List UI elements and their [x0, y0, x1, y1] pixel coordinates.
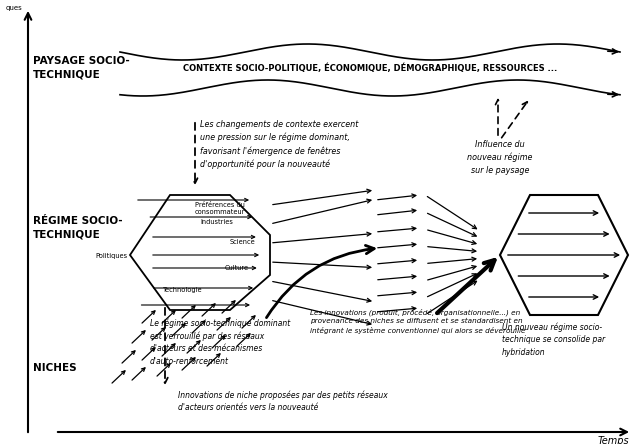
- Text: RÉGIME SOCIO-
TECHNIQUE: RÉGIME SOCIO- TECHNIQUE: [33, 216, 122, 240]
- Text: PAYSAGE SOCIO-
TECHNIQUE: PAYSAGE SOCIO- TECHNIQUE: [33, 56, 129, 79]
- Text: Préférences du
consommateur: Préférences du consommateur: [195, 202, 246, 215]
- Text: Les innovations (produit, procédé, organisationnelle...) en
provenance des niche: Les innovations (produit, procédé, organ…: [310, 308, 526, 334]
- Text: Innovations de niche proposées par des petits réseaux
d'acteurs orientés vers la: Innovations de niche proposées par des p…: [178, 390, 388, 412]
- Text: CONTEXTE SOCIO-POLITIQUE, ÉCONOMIQUE, DÉMOGRAPHIQUE, RESSOURCES ...: CONTEXTE SOCIO-POLITIQUE, ÉCONOMIQUE, DÉ…: [183, 63, 557, 73]
- Text: Temps: Temps: [597, 436, 629, 444]
- Text: Technologie: Technologie: [163, 287, 203, 293]
- Text: Influence du
nouveau régime
sur le paysage: Influence du nouveau régime sur le paysa…: [467, 140, 533, 175]
- Text: NICHES: NICHES: [33, 363, 77, 373]
- FancyArrowPatch shape: [267, 246, 374, 317]
- Text: Politiques: Politiques: [95, 253, 127, 259]
- Text: Les changements de contexte exercent
une pression sur le régime dominant,
favori: Les changements de contexte exercent une…: [200, 120, 358, 169]
- Text: ques: ques: [6, 5, 22, 11]
- Text: Culture: Culture: [225, 265, 249, 271]
- Text: Le régime socio-technique dominant
est verrouillé par des réseaux
d'acteurs et d: Le régime socio-technique dominant est v…: [150, 318, 290, 366]
- Text: Un nouveau régime socio-
technique se consolide par
hybridation: Un nouveau régime socio- technique se co…: [502, 322, 605, 357]
- Text: Science: Science: [230, 239, 256, 245]
- Text: Industries: Industries: [200, 219, 233, 225]
